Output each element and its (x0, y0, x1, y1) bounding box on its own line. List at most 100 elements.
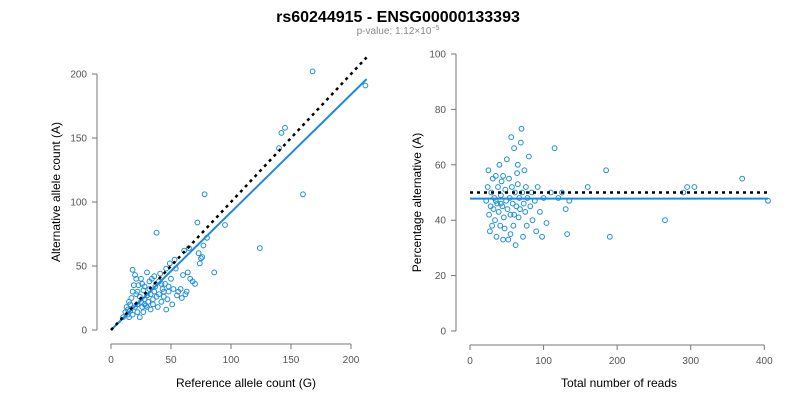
data-point (163, 306, 170, 313)
data-point (537, 209, 543, 215)
data-point (584, 184, 591, 190)
data-point (543, 220, 550, 226)
x-tick-label: 0 (108, 355, 114, 366)
data-point (136, 314, 143, 321)
data-point (517, 139, 524, 146)
data-point (487, 228, 493, 235)
data-point (141, 301, 148, 308)
data-point (168, 275, 174, 282)
y-tick-label: 100 (70, 198, 87, 209)
data-point (500, 214, 507, 221)
y-tick-label: 0 (81, 326, 87, 337)
data-point (559, 189, 565, 196)
data-point (497, 222, 504, 229)
data-point (564, 231, 570, 238)
x-tick-label: 200 (343, 355, 360, 366)
data-point (493, 233, 500, 240)
pvalue-subtitle: p-value: 1.12×10−5 (357, 25, 440, 37)
y-axis-label: Alternative allele count (A) (49, 122, 63, 262)
data-point (508, 134, 515, 141)
data-point (486, 211, 493, 218)
data-point (551, 145, 558, 152)
data-point (523, 184, 529, 190)
data-point (164, 296, 171, 303)
data-point (518, 125, 525, 132)
data-point (300, 191, 306, 198)
data-point (151, 288, 158, 295)
data-point (256, 245, 263, 252)
data-point (133, 275, 140, 282)
data-point (526, 153, 532, 160)
y-tick-label: 150 (70, 134, 87, 145)
data-point (506, 175, 512, 182)
data-point (510, 222, 517, 229)
data-point (511, 145, 517, 152)
data-point (180, 272, 186, 278)
y-tick-label: 40 (435, 216, 447, 227)
x-axis-label: Total number of reads (561, 376, 677, 390)
data-point (309, 68, 316, 75)
x-tick-label: 50 (165, 355, 177, 366)
data-point (138, 275, 144, 282)
data-point (504, 206, 511, 213)
data-point (501, 225, 508, 232)
data-point (222, 222, 228, 228)
data-point (156, 291, 162, 298)
data-point (199, 254, 206, 260)
data-point (170, 286, 177, 292)
data-point (163, 265, 170, 272)
data-point (282, 124, 288, 131)
data-point (127, 301, 134, 308)
data-point (513, 203, 520, 210)
data-point (691, 184, 698, 190)
data-point (194, 219, 201, 226)
percentage-alternative-scatter: 0 100 200 300 400 0 20 40 60 80 100 Total number of… (410, 50, 773, 391)
pvalue-text: p-value: 1.12×10 (357, 26, 432, 37)
x-tick-label: 300 (682, 356, 699, 367)
data-point (492, 173, 499, 179)
y-axis-label: Percentage alternative (A) (410, 133, 424, 272)
data-point (184, 269, 191, 276)
data-point (165, 288, 172, 295)
x-tick-label: 150 (283, 355, 300, 366)
data-point (146, 278, 153, 285)
data-point (492, 217, 498, 224)
y-tick-label: 20 (435, 271, 447, 282)
data-point (195, 250, 202, 257)
data-point (153, 229, 160, 236)
data-point (495, 184, 501, 190)
data-point (498, 200, 504, 207)
data-point (512, 242, 519, 249)
data-point (154, 304, 161, 310)
data-point (515, 214, 522, 221)
data-point (211, 269, 218, 276)
data-point (487, 203, 494, 210)
reference-line (110, 56, 368, 331)
data-point (165, 283, 172, 290)
data-point (198, 255, 204, 262)
data-point (178, 295, 185, 301)
data-point (529, 217, 536, 224)
x-tick-label: 100 (223, 355, 240, 366)
x-tick-label: 400 (756, 356, 773, 367)
data-point (166, 260, 173, 267)
data-point (517, 206, 523, 213)
data-point (140, 309, 147, 316)
data-point (494, 200, 501, 207)
y-tick-label: 100 (429, 50, 446, 61)
data-point (160, 288, 167, 295)
data-point (144, 269, 150, 276)
data-point (739, 175, 746, 182)
data-point (500, 236, 507, 243)
data-point (496, 161, 503, 168)
data-point (520, 233, 526, 240)
y-tick-label: 80 (435, 105, 447, 116)
y-tick-label: 200 (70, 70, 87, 81)
data-point (200, 242, 207, 249)
data-point (539, 233, 545, 240)
data-point (498, 178, 505, 185)
data-point (489, 222, 496, 229)
fit-line (110, 78, 368, 331)
data-point (129, 311, 136, 318)
